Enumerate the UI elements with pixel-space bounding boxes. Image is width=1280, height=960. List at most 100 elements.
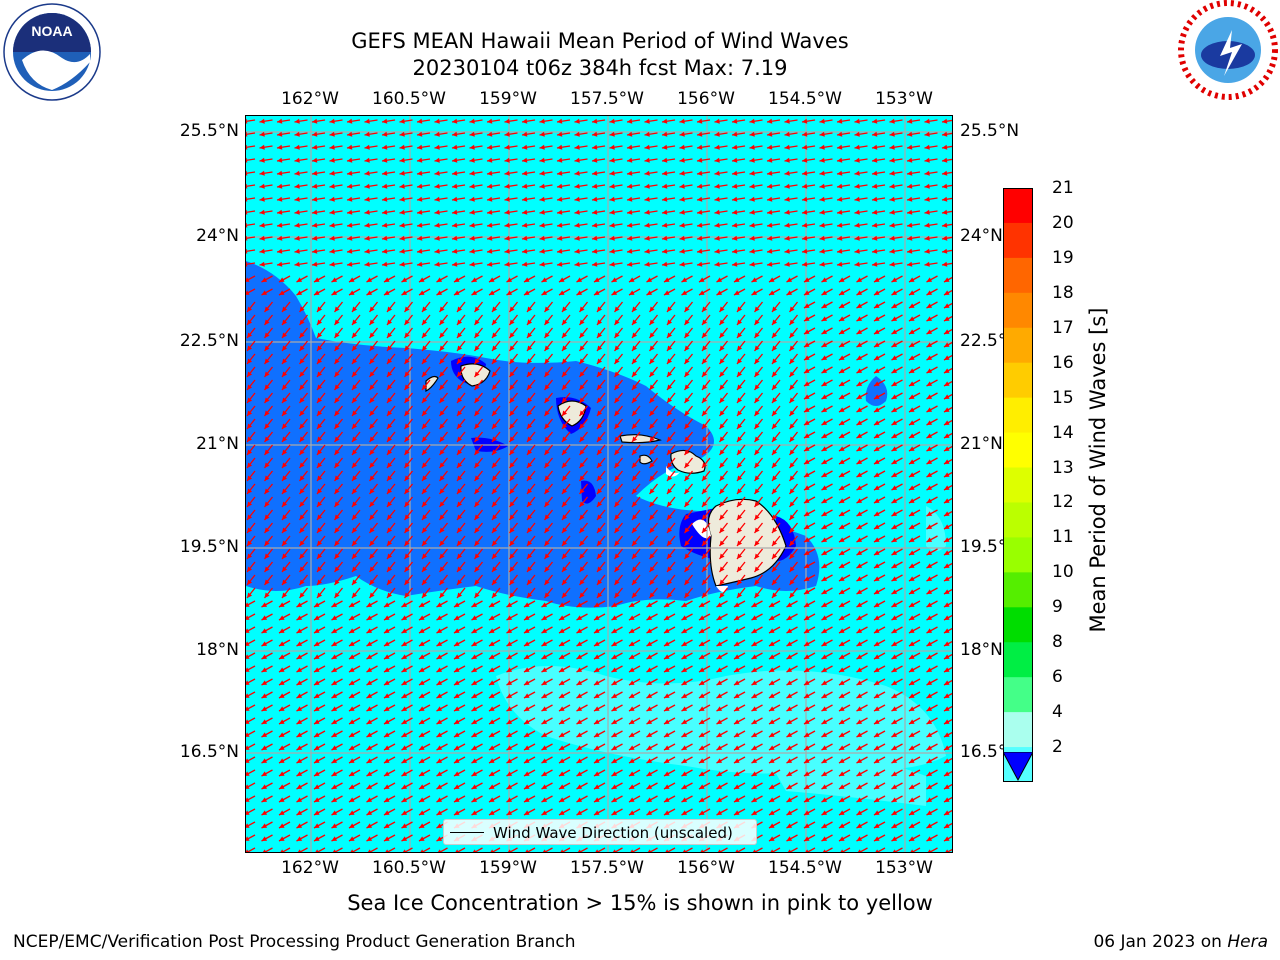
wave-direction-arrowhead (557, 261, 563, 267)
wave-direction-arrowhead (539, 118, 545, 124)
wave-direction-arrowhead (439, 384, 445, 390)
wave-direction-arrowhead (434, 209, 440, 215)
wave-direction-arrowhead (767, 261, 773, 267)
wave-direction-arrowhead (557, 144, 563, 150)
lat-tick-left: 19.5°N (179, 537, 239, 557)
wave-direction-arrowhead (891, 537, 898, 542)
wave-direction-arrowhead (469, 183, 475, 189)
wave-direction-arrowhead (349, 680, 355, 685)
wave-direction-arrowhead (732, 144, 738, 150)
wave-direction-arrowhead (437, 849, 442, 852)
wave-direction-arrowhead (317, 345, 323, 351)
wave-direction-arrowhead (772, 306, 778, 312)
wave-direction-arrowhead (874, 420, 880, 425)
wave-direction-arrowhead (539, 183, 545, 189)
wave-direction-arrowhead (856, 667, 863, 672)
wave-direction-arrowhead (384, 628, 390, 633)
wave-direction-arrowhead (259, 261, 265, 267)
wave-direction-arrowhead (786, 602, 793, 607)
wave-direction-arrowhead (279, 836, 285, 841)
wave-direction-arrowhead (264, 449, 270, 455)
wave-direction-arrowhead (261, 641, 268, 646)
wave-direction-arrowhead (294, 248, 300, 254)
wave-direction-arrowhead (702, 579, 708, 585)
wave-direction-arrowhead (822, 849, 827, 852)
wave-direction-arrowhead (539, 196, 545, 202)
wave-direction-arrowhead (422, 306, 428, 312)
wave-direction-arrowhead (347, 235, 353, 241)
wave-direction-arrowhead (909, 602, 915, 607)
wave-direction-arrowhead (247, 553, 253, 559)
wave-direction-arrowhead (681, 706, 688, 711)
wave-direction-arrowhead (789, 371, 795, 377)
wave-direction-arrowhead (681, 693, 688, 698)
wave-direction-arrowhead (452, 222, 458, 228)
wave-direction-arrowhead (649, 501, 655, 507)
wave-direction-arrowhead (439, 527, 445, 533)
wave-direction-arrowhead (924, 144, 930, 150)
lat-tick-left: 24°N (196, 226, 239, 246)
wave-direction-arrowhead (926, 381, 933, 386)
wave-direction-arrow (456, 847, 466, 852)
wave-direction-arrowhead (702, 358, 708, 364)
wave-direction-arrowhead (909, 511, 915, 516)
wave-direction-arrowhead (367, 849, 372, 852)
wave-direction-arrowhead (471, 758, 478, 763)
wave-direction-arrow (246, 197, 256, 201)
wave-direction-arrowhead (577, 849, 582, 852)
wave-direction-arrowhead (299, 371, 305, 377)
wave-direction-arrowhead (699, 277, 705, 282)
wave-direction-arrowhead (247, 384, 253, 390)
wave-direction-arrowhead (767, 144, 773, 150)
wave-direction-arrowhead (471, 784, 478, 789)
wave-direction-arrowhead (294, 261, 300, 267)
wave-direction-arrowhead (907, 131, 913, 137)
island-lanai (639, 454, 653, 465)
wave-direction-arrowhead (749, 144, 755, 150)
wave-direction-arrowhead (562, 371, 568, 377)
wave-direction-arrowhead (662, 157, 668, 163)
wave-direction-arrowhead (819, 209, 825, 215)
footer-left: NCEP/EMC/Verification Post Processing Pr… (13, 932, 576, 952)
wave-direction-arrowhead (384, 680, 390, 685)
wave-direction-arrowhead (632, 475, 638, 481)
wave-direction-arrowhead (246, 615, 250, 620)
wave-direction-arrowhead (891, 706, 898, 711)
wave-direction-arrowhead (737, 527, 743, 533)
wave-direction-arrowhead (352, 514, 358, 520)
wave-direction-arrowhead (632, 397, 638, 403)
wave-direction-arrowhead (455, 849, 459, 852)
wave-direction-arrowhead (821, 433, 828, 438)
wave-direction-arrowhead (926, 589, 933, 594)
wave-direction-arrowhead (352, 462, 358, 468)
wave-direction-arrowhead (474, 449, 480, 455)
wave-direction-arrowhead (856, 589, 863, 594)
colorbar-block (1003, 397, 1033, 434)
wave-direction-arrowhead (317, 423, 323, 429)
wave-direction-arrowhead (471, 654, 478, 659)
wave-direction-arrowhead (352, 475, 358, 481)
wave-direction-arrowhead (754, 332, 760, 338)
wave-direction-arrowhead (592, 248, 598, 254)
wave-direction-arrowhead (282, 566, 288, 572)
wave-direction-arrowhead (789, 527, 795, 533)
wave-direction-arrowhead (299, 345, 305, 351)
wave-direction-arrowhead (789, 436, 795, 442)
wave-direction-arrowhead (279, 758, 285, 763)
wave-direction-arrowhead (436, 290, 443, 295)
wave-direction-arrowhead (821, 485, 828, 490)
wave-direction-arrow (246, 262, 256, 266)
wave-direction-arrowhead (702, 449, 708, 455)
wave-direction-arrowhead (299, 306, 305, 312)
wave-direction-arrowhead (261, 784, 268, 789)
wave-direction-arrowhead (772, 371, 778, 377)
wave-direction-arrowhead (714, 235, 720, 241)
wave-direction-arrowhead (924, 118, 930, 124)
wave-direction-arrowhead (294, 183, 300, 189)
wave-direction-arrowhead (944, 524, 950, 529)
wave-direction-arrowhead (819, 118, 825, 124)
wave-direction-arrowhead (714, 183, 720, 189)
wave-direction-arrowhead (331, 628, 338, 633)
wave-direction-arrowhead (789, 553, 795, 559)
wave-direction-arrowhead (562, 488, 568, 494)
